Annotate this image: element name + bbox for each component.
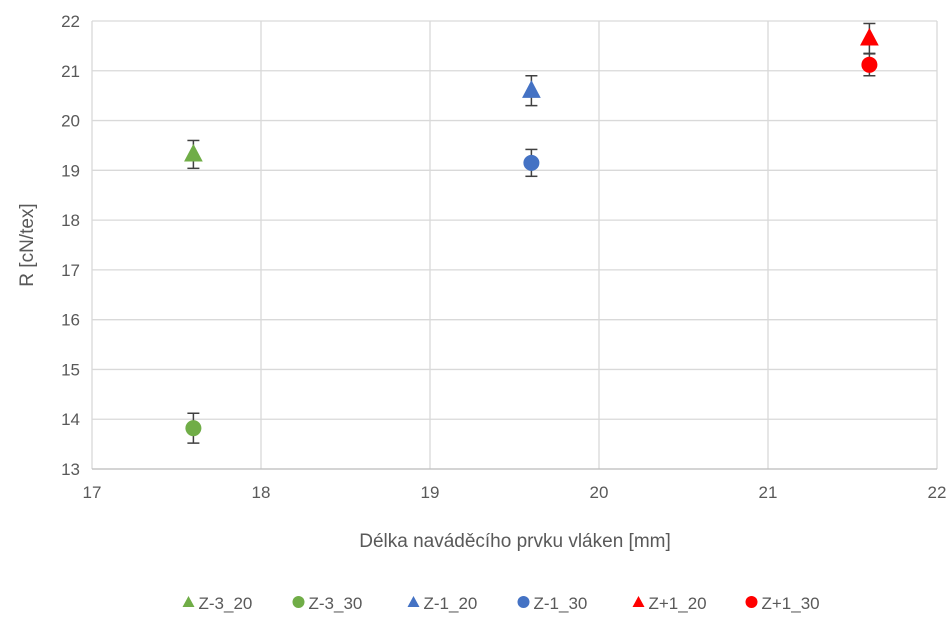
y-tick-label: 17 xyxy=(61,261,80,280)
legend-triangle-icon xyxy=(633,596,645,607)
y-tick-label: 16 xyxy=(61,311,80,330)
legend-item: Z-3_30 xyxy=(293,594,363,613)
y-tick-label: 13 xyxy=(61,460,80,479)
x-tick-label: 17 xyxy=(83,483,102,502)
data-point-triangle xyxy=(860,28,879,46)
legend-label: Z+1_20 xyxy=(649,594,707,613)
legend-label: Z+1_30 xyxy=(762,594,820,613)
x-tick-label: 20 xyxy=(590,483,609,502)
legend-label: Z-3_20 xyxy=(199,594,253,613)
legend-triangle-icon xyxy=(408,596,420,607)
y-tick-label: 20 xyxy=(61,112,80,131)
legend-item: Z-1_20 xyxy=(408,594,478,613)
legend-circle-icon xyxy=(746,596,758,608)
data-point-circle xyxy=(185,420,201,436)
y-axis-title: R [cN/tex] xyxy=(17,203,38,286)
data-point-triangle xyxy=(184,144,203,162)
legend-label: Z-1_30 xyxy=(534,594,588,613)
y-tick-label: 15 xyxy=(61,360,80,379)
legend-circle-icon xyxy=(518,596,530,608)
data-markers xyxy=(184,28,879,436)
legend-label: Z-3_30 xyxy=(309,594,363,613)
legend-item: Z-1_30 xyxy=(518,594,588,613)
data-point-circle xyxy=(861,57,877,73)
x-axis-title: Délka naváděcího prvku vláken [mm] xyxy=(359,531,671,552)
x-tick-label: 21 xyxy=(759,483,778,502)
y-tick-label: 14 xyxy=(61,410,80,429)
legend-label: Z-1_20 xyxy=(424,594,478,613)
legend-triangle-icon xyxy=(183,596,195,607)
y-tick-label: 18 xyxy=(61,211,80,230)
x-tick-label: 19 xyxy=(421,483,440,502)
x-tick-label: 22 xyxy=(928,483,947,502)
y-tick-label: 19 xyxy=(61,161,80,180)
legend-circle-icon xyxy=(293,596,305,608)
grid-lines xyxy=(92,21,937,469)
y-tick-label: 22 xyxy=(61,12,80,31)
legend-item: Z+1_30 xyxy=(746,594,820,613)
legend: Z-3_20 Z-3_30 Z-1_20 Z-1_30 Z+1_20 Z+1_30 xyxy=(183,594,820,613)
x-tick-label: 18 xyxy=(252,483,271,502)
legend-item: Z+1_20 xyxy=(633,594,707,613)
legend-item: Z-3_20 xyxy=(183,594,253,613)
y-tick-label: 21 xyxy=(61,62,80,81)
data-point-triangle xyxy=(522,80,541,98)
data-point-circle xyxy=(523,155,539,171)
